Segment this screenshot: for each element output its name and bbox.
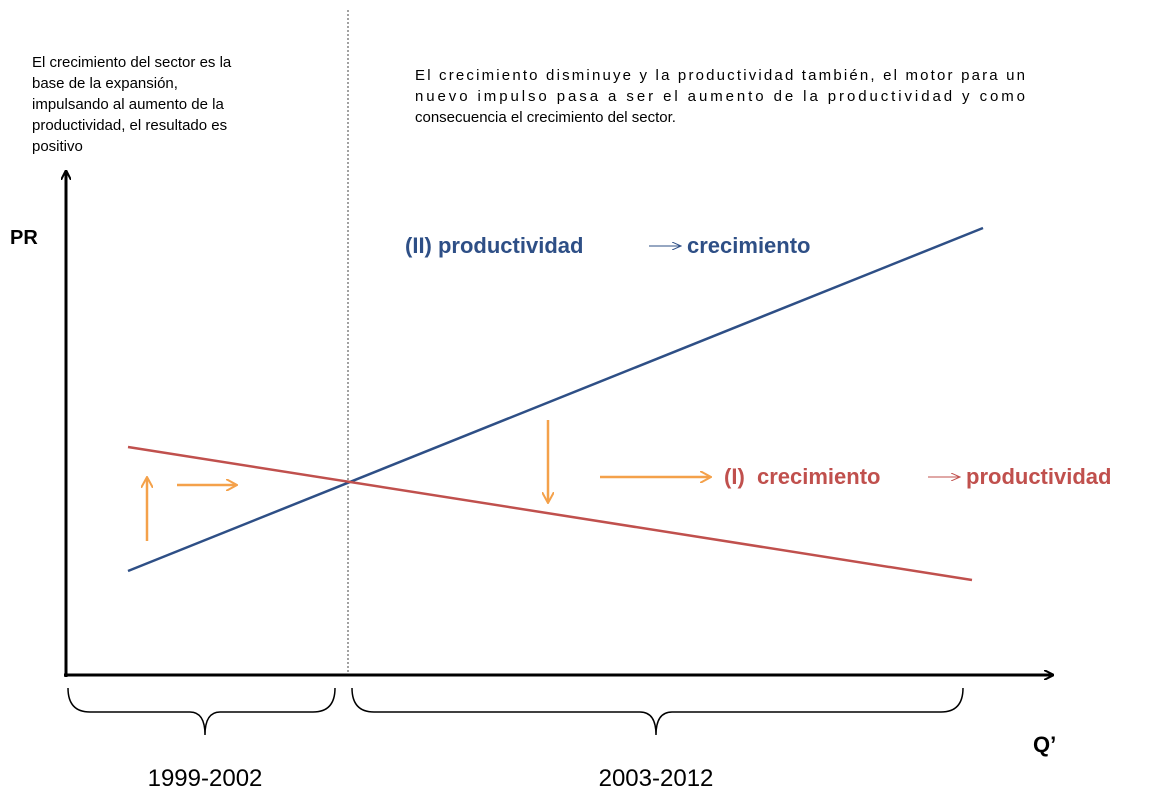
- left-note: El crecimiento del sector es la base de l…: [32, 54, 232, 155]
- note-line: impulsando al aumento de la: [32, 96, 224, 113]
- note-line: nuevo impulso pasa a ser el aumento de l…: [415, 88, 1025, 105]
- brace: [67, 687, 336, 736]
- y-axis-label: PR: [10, 227, 38, 249]
- line-ii-label: (II) productividad: [405, 233, 583, 258]
- x-axis-label: Q’: [1033, 732, 1056, 757]
- note-line: positivo: [32, 138, 83, 155]
- line-i: [127, 445, 973, 582]
- line-ii: [127, 226, 984, 573]
- note-line: El crecimiento del sector es la: [32, 54, 232, 71]
- right-note: El crecimiento disminuye y la productivi…: [415, 67, 1025, 126]
- period-label: 2003-2012: [599, 765, 714, 791]
- line-i-label: productividad: [966, 464, 1111, 489]
- note-line: consecuencia el crecimiento del sector.: [415, 109, 676, 126]
- note-line: productividad, el resultado es: [32, 117, 227, 134]
- line-ii-label: crecimiento: [687, 233, 811, 258]
- brace: [351, 687, 964, 736]
- line-i-label: (I) crecimiento: [724, 464, 880, 489]
- note-line: base de la expansión,: [32, 75, 178, 92]
- note-line: El crecimiento disminuye y la productivi…: [415, 67, 1025, 84]
- period-label: 1999-2002: [148, 765, 263, 791]
